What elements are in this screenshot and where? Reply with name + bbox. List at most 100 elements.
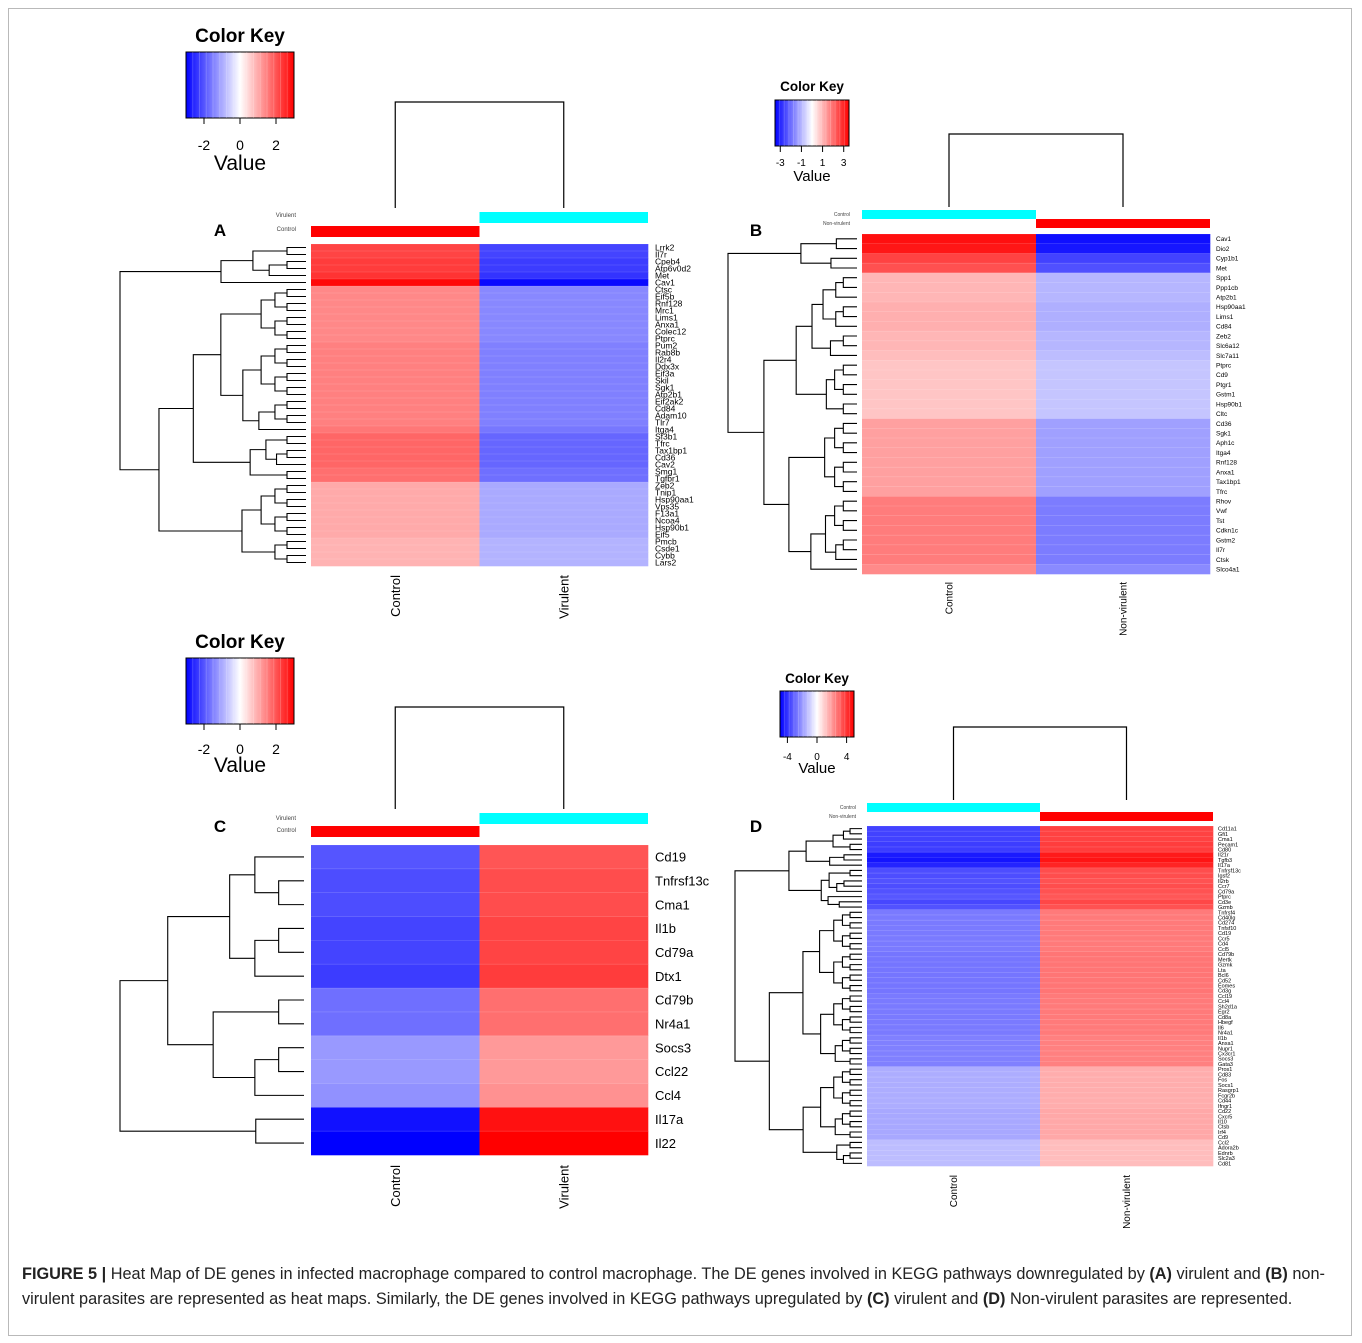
row-dendrogram-branch <box>842 364 857 376</box>
heatmap-cell <box>867 1113 1041 1120</box>
row-label: Cd83 <box>1218 1072 1231 1078</box>
heatmap-cell <box>862 350 1037 361</box>
row-dendrogram-branch <box>835 544 857 560</box>
row-label: Hsp90aa1 <box>1216 304 1246 311</box>
row-label: Gata3 <box>1218 1062 1233 1068</box>
row-label: Gstm1 <box>1216 392 1236 399</box>
row-dendrogram-branch <box>849 1100 862 1107</box>
heatmap-cell <box>1040 1014 1214 1020</box>
row-label: Ccl2 <box>1218 1140 1229 1146</box>
heatmap-cell <box>1040 1082 1214 1088</box>
row-label: Atp6v0d2 <box>655 264 691 274</box>
heatmap-cell <box>479 265 649 273</box>
heatmap-cell <box>1036 331 1211 342</box>
heatmap-cell <box>311 412 480 420</box>
heatmap-cell <box>1036 467 1211 478</box>
heatmap-cell <box>311 559 480 567</box>
row-dendrogram-branch <box>286 316 306 326</box>
heatmap-cell <box>311 868 480 893</box>
row-label: Tax1bp1 <box>1216 479 1241 486</box>
heatmap-cell <box>311 314 480 322</box>
heatmap-cell <box>479 552 649 560</box>
heatmap-cell <box>311 538 480 546</box>
row-dendrogram-branch <box>278 880 304 906</box>
heatmap-cell <box>479 517 649 525</box>
row-label: Sgk1 <box>1216 430 1231 437</box>
row-label: Il22 <box>655 1136 676 1151</box>
panel-letter: C <box>214 817 226 836</box>
heatmap-cell <box>311 384 480 392</box>
color-key-tick-label: -3 <box>776 158 785 169</box>
panel-letter: B <box>750 221 762 240</box>
row-label: Eif5b <box>655 292 675 302</box>
row-dendrogram-branch <box>849 869 862 877</box>
heatmap-cell <box>867 1030 1041 1036</box>
row-dendrogram-branch <box>829 856 862 866</box>
heatmap-cell <box>311 552 480 560</box>
row-label: Eif5 <box>655 530 670 540</box>
row-dendrogram-branch <box>734 870 789 1062</box>
heatmap-cell <box>1040 1139 1214 1146</box>
heatmap-cell <box>1036 243 1211 254</box>
row-label: Sh2d1a <box>1218 1004 1238 1010</box>
row-label: Ccl19 <box>1218 994 1232 1000</box>
column-side-bar <box>1036 219 1210 228</box>
heatmap-cell <box>479 916 649 941</box>
row-dendrogram-branch <box>849 922 862 929</box>
heatmap-cell <box>1036 263 1211 274</box>
heatmap-cell <box>479 426 649 434</box>
row-dendrogram-branch <box>842 384 857 395</box>
row-dendrogram-branch <box>842 442 857 454</box>
heatmap-cell <box>479 384 649 392</box>
row-dendrogram-branch <box>278 999 304 1025</box>
row-dendrogram-branch <box>241 509 275 553</box>
heatmap-cell <box>1040 967 1214 973</box>
row-dendrogram-branch <box>220 313 262 396</box>
row-dendrogram-branch <box>275 453 306 466</box>
heatmap-cell <box>867 1061 1041 1067</box>
heatmap-cell <box>1040 1066 1214 1073</box>
heatmap-cell <box>1040 1098 1214 1104</box>
row-dendrogram-branch <box>849 1068 862 1076</box>
heatmap-cell <box>867 836 1041 842</box>
color-key-title: Color Key <box>785 671 849 686</box>
heatmap-cell <box>862 321 1037 332</box>
row-label: Cd19 <box>1218 931 1231 937</box>
row-dendrogram-branch <box>274 320 288 336</box>
heatmap-cell <box>479 391 649 399</box>
heatmap-cell <box>1036 428 1211 439</box>
heatmap-cell <box>867 914 1041 921</box>
row-dendrogram-branch <box>252 250 288 271</box>
heatmap-cell <box>867 935 1041 942</box>
row-label: Ctsb <box>1218 1125 1229 1131</box>
row-label: Il1b <box>1218 1036 1227 1042</box>
heatmap-cell <box>867 941 1041 947</box>
heatmap-cell <box>1036 360 1211 371</box>
row-label: Ifngr1 <box>1218 1104 1232 1110</box>
row-dendrogram-branch <box>286 414 306 424</box>
heatmap-cell <box>479 510 649 518</box>
row-dendrogram-branch <box>788 456 825 553</box>
heatmap-cell <box>1036 350 1211 361</box>
row-label: Zeb2 <box>655 481 675 491</box>
row-label: Socs3 <box>1218 1057 1233 1063</box>
heatmap-cell <box>862 370 1037 381</box>
column-label: Control <box>388 1165 403 1207</box>
heatmap-cell <box>862 331 1037 342</box>
heatmap-cell <box>311 265 480 273</box>
heatmap-cell <box>1036 535 1211 546</box>
row-label: Gstm2 <box>1216 537 1236 544</box>
row-label: Cav1 <box>655 278 675 288</box>
heatmap-cell <box>1040 878 1214 884</box>
heatmap-cell <box>479 300 649 308</box>
heatmap-cell <box>1040 831 1214 837</box>
row-dendrogram-branch <box>841 998 851 1010</box>
row-dendrogram-branch <box>820 1013 836 1055</box>
row-dendrogram-branch <box>849 828 862 835</box>
row-dendrogram-branch <box>278 1047 304 1073</box>
row-label: Cma1 <box>655 897 690 912</box>
row-label: Cd80 <box>1218 848 1231 854</box>
heatmap-cell <box>1040 1077 1214 1083</box>
row-label: Ccl4 <box>655 1088 681 1103</box>
row-dendrogram-branch <box>849 1120 862 1128</box>
